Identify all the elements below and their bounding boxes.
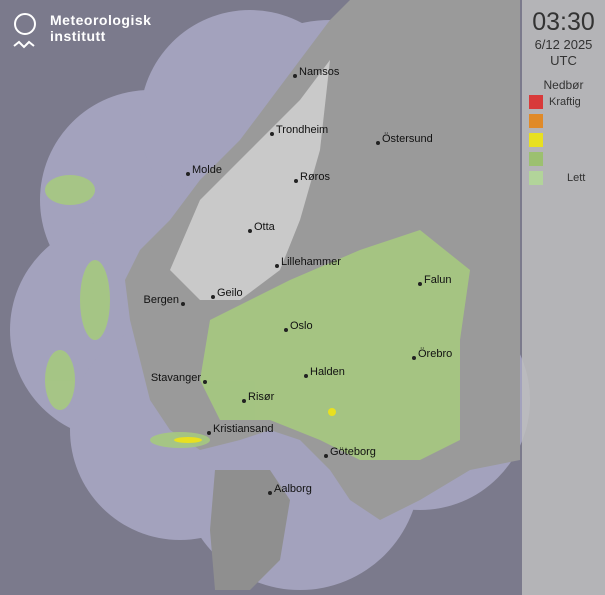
city-label: Aalborg [274, 483, 312, 495]
legend-item: Lett [529, 168, 605, 187]
city-marker [275, 264, 279, 268]
city-label: Göteborg [330, 446, 376, 458]
timezone-label: UTC [550, 53, 577, 68]
city-label: Stavanger [150, 372, 201, 384]
city-marker [211, 295, 215, 299]
legend-swatch [529, 151, 543, 166]
time-display: 03:30 [532, 8, 595, 36]
city-marker [284, 328, 288, 332]
city-marker [270, 132, 274, 136]
city-label: Otta [254, 221, 275, 233]
city-marker [376, 141, 380, 145]
legend-swatch [529, 113, 543, 128]
legend-swatch [529, 94, 543, 109]
city-marker [418, 282, 422, 286]
city-marker [412, 356, 416, 360]
city-label: Geilo [217, 287, 243, 299]
city-label: Trondheim [276, 124, 329, 136]
city-label: Molde [192, 164, 222, 176]
date-display: 6/12 2025 [534, 37, 593, 52]
legend-label: Lett [567, 171, 586, 184]
city-label: Falun [424, 274, 452, 286]
legend-item [529, 111, 605, 130]
legend-swatch [529, 170, 543, 185]
legend-item [529, 130, 605, 149]
legend-swatch [529, 132, 543, 147]
heavy-precipitation [174, 408, 336, 443]
precipitation [45, 175, 470, 460]
met-logo: Meteorologisk institutt [12, 12, 151, 52]
city-marker [242, 399, 246, 403]
city-label: Oslo [290, 320, 313, 332]
city-label: Örebro [418, 348, 453, 360]
city-marker [268, 491, 272, 495]
logo-line2: institutt [50, 28, 106, 44]
logo-line1: Meteorologisk [50, 12, 152, 28]
city-marker [304, 374, 308, 378]
legend-title: Nedbør [543, 78, 584, 92]
city-marker [181, 302, 185, 306]
city-label: Røros [300, 171, 330, 183]
city-label: Risør [248, 391, 275, 403]
city-label: Östersund [382, 133, 433, 145]
city-marker [207, 431, 211, 435]
land-mountains [170, 60, 330, 300]
info-panel: 03:30 6/12 2025 UTC Nedbør Kraftig Lett [522, 0, 605, 595]
city-marker [186, 172, 190, 176]
land-denmark [210, 470, 290, 590]
city-label: Bergen [143, 294, 179, 306]
city-marker [203, 380, 207, 384]
legend-label: Kraftig [549, 95, 581, 108]
precipitation-legend: Kraftig Lett [522, 92, 605, 187]
city-marker [293, 74, 297, 78]
city-label: Halden [310, 366, 345, 378]
city-label: Namsos [299, 66, 340, 78]
legend-item: Kraftig [529, 92, 605, 111]
city-marker [294, 179, 298, 183]
city-label: Kristiansand [213, 423, 274, 435]
city-label: Lillehammer [281, 256, 341, 268]
city-marker [248, 229, 252, 233]
logo-sun-wave-icon [12, 12, 38, 52]
legend-item [529, 149, 605, 168]
city-marker [324, 454, 328, 458]
